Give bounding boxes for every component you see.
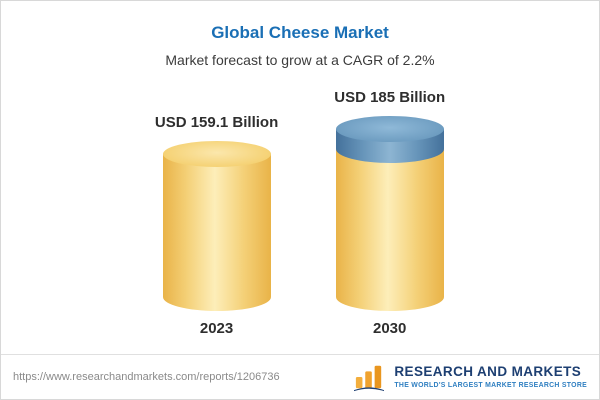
cylinder-body: [162, 154, 271, 311]
footer-divider: [1, 354, 599, 355]
value-label-2023: USD 159.1 Billion: [154, 114, 279, 131]
footer: https://www.researchandmarkets.com/repor…: [1, 355, 599, 399]
category-label-2030: 2030: [372, 320, 407, 337]
bar-column-2030: USD 185 Billion 2030: [334, 89, 445, 337]
logo-text-block: RESEARCH AND MARKETS THE WORLD'S LARGEST…: [394, 364, 587, 389]
chart-area: USD 159.1 Billion 2023 USD 185 Billion 2…: [1, 82, 599, 337]
cylinder-top-ellipse: [162, 141, 271, 167]
logo-name: RESEARCH AND MARKETS: [394, 364, 582, 380]
source-url: https://www.researchandmarkets.com/repor…: [13, 371, 280, 383]
logo-tagline: THE WORLD'S LARGEST MARKET RESEARCH STOR…: [394, 381, 587, 389]
chart-subtitle: Market forecast to grow at a CAGR of 2.2…: [165, 52, 435, 68]
growth-cap-top-ellipse: [335, 116, 444, 142]
value-label-2030: USD 185 Billion: [334, 89, 446, 106]
bar-column-2023: USD 159.1 Billion 2023: [155, 114, 278, 337]
cylinder-bar-2023: [162, 141, 271, 311]
research-and-markets-logo: RESEARCH AND MARKETS THE WORLD'S LARGEST…: [352, 362, 587, 392]
chart-title: Global Cheese Market: [211, 23, 389, 42]
research-and-markets-logo-icon: [354, 365, 385, 392]
cylinder-body: [335, 146, 444, 311]
category-label-2023: 2023: [199, 320, 234, 337]
cylinder-bar-2030: [335, 116, 444, 311]
